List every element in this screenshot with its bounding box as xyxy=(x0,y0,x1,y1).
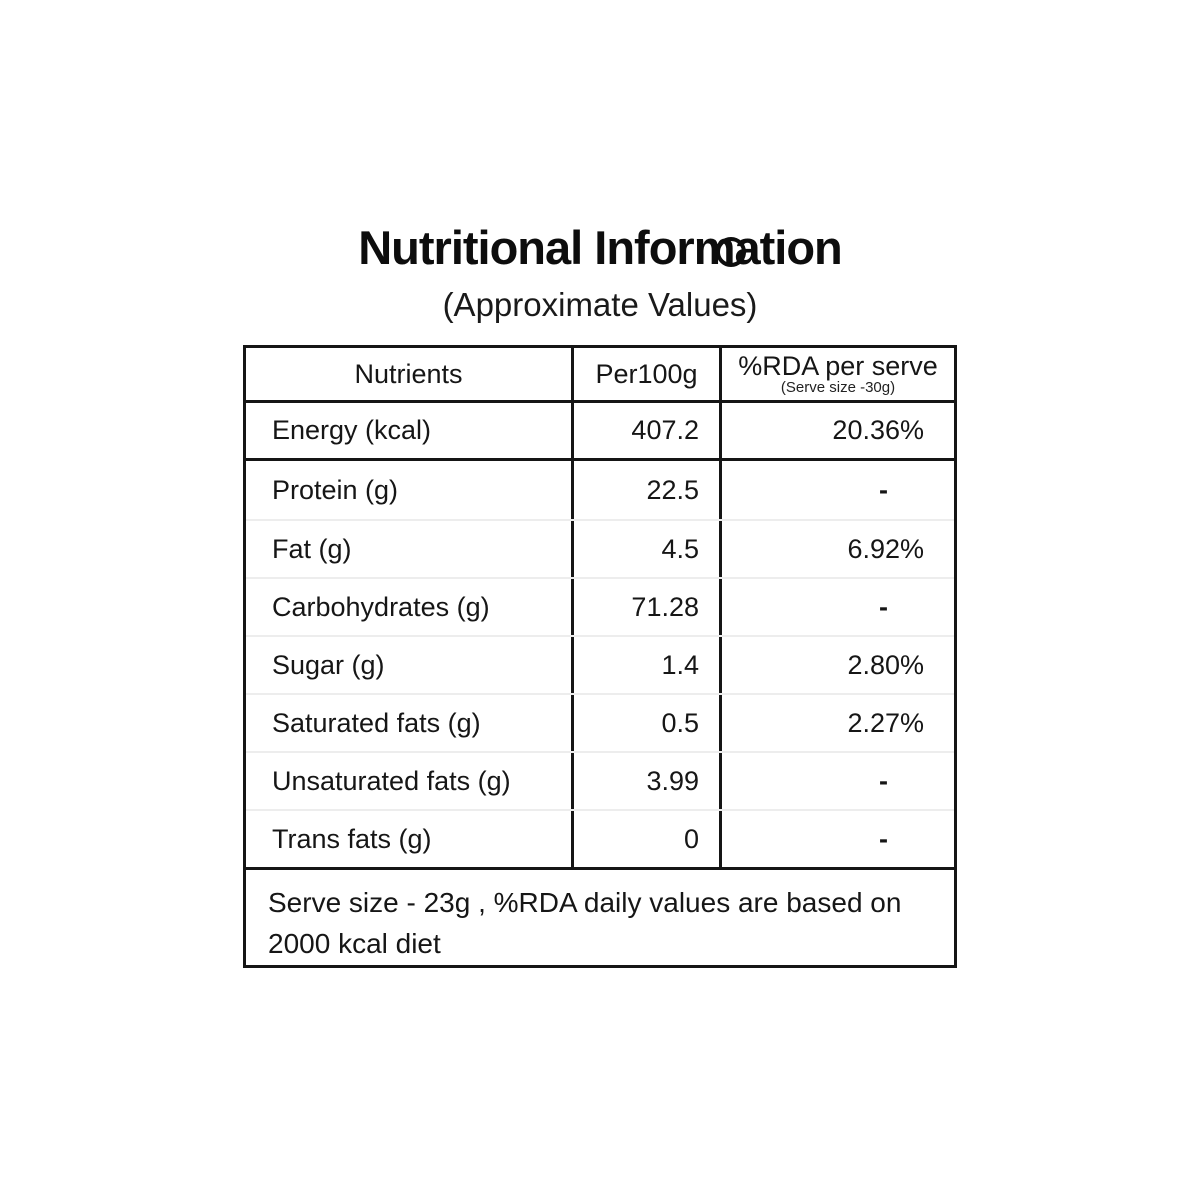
cell-rda: 6.92% xyxy=(719,521,954,577)
cell-per100g: 22.5 xyxy=(571,461,719,519)
nutrition-table: Nutrients Per100g %RDA per serve (Serve … xyxy=(243,345,957,968)
table-row-sugar: Sugar (g) 1.4 2.80% xyxy=(246,635,954,693)
circle-mark-icon xyxy=(716,237,746,267)
page-title: Nutritional Information xyxy=(358,221,843,274)
cell-rda: - xyxy=(719,811,954,867)
cell-nutrient: Energy (kcal) xyxy=(272,415,432,445)
header-rda-sub: (Serve size -30g) xyxy=(780,379,896,397)
cell-per100g: 1.4 xyxy=(571,637,719,693)
page-subtitle: (Approximate Values) xyxy=(442,286,758,323)
cell-rda: 2.80% xyxy=(719,637,954,693)
cell-per100g: 407.2 xyxy=(571,403,719,458)
cell-nutrient: Sugar (g) xyxy=(272,649,385,680)
cell-per100g: 4.5 xyxy=(571,521,719,577)
cell-rda: - xyxy=(719,753,954,809)
cell-rda: 20.36% xyxy=(719,403,954,458)
cell-nutrient: Saturated fats (g) xyxy=(272,707,481,738)
cell-nutrient: Protein (g) xyxy=(272,474,399,505)
cell-rda: 2.27% xyxy=(719,695,954,751)
header-per100g: Per100g xyxy=(571,348,719,400)
cell-per100g: 0.5 xyxy=(571,695,719,751)
table-row-saturated-fats: Saturated fats (g) 0.5 2.27% xyxy=(246,693,954,751)
cell-rda: - xyxy=(719,579,954,635)
table-row-trans-fats: Trans fats (g) 0 - xyxy=(246,809,954,867)
table-footnote: Serve size - 23g , %RDA daily values are… xyxy=(246,867,954,965)
table-row-protein: Protein (g) 22.5 - xyxy=(246,461,954,519)
header-nutrients: Nutrients xyxy=(354,358,463,389)
cell-nutrient: Unsaturated fats (g) xyxy=(272,765,511,796)
table-row-fat: Fat (g) 4.5 6.92% xyxy=(246,519,954,577)
cell-nutrient: Trans fats (g) xyxy=(272,823,432,854)
table-row-carbohydrates: Carbohydrates (g) 71.28 - xyxy=(246,577,954,635)
table-row-energy: Energy (kcal) 407.2 20.36% xyxy=(246,403,954,461)
cell-per100g: 71.28 xyxy=(571,579,719,635)
cell-rda: - xyxy=(719,461,954,519)
header-rda: %RDA per serve (Serve size -30g) xyxy=(719,348,954,400)
cell-nutrient: Carbohydrates (g) xyxy=(272,591,490,622)
table-row-unsaturated-fats: Unsaturated fats (g) 3.99 - xyxy=(246,751,954,809)
cell-nutrient: Fat (g) xyxy=(272,533,352,564)
cell-per100g: 0 xyxy=(571,811,719,867)
table-header-row: Nutrients Per100g %RDA per serve (Serve … xyxy=(246,348,954,403)
cell-per100g: 3.99 xyxy=(571,753,719,809)
footnote-line1: Serve size - 23g , %RDA daily values are… xyxy=(268,887,902,918)
header-rda-main: %RDA per serve xyxy=(738,350,938,381)
footnote-line2: 2000 kcal diet xyxy=(268,928,441,959)
